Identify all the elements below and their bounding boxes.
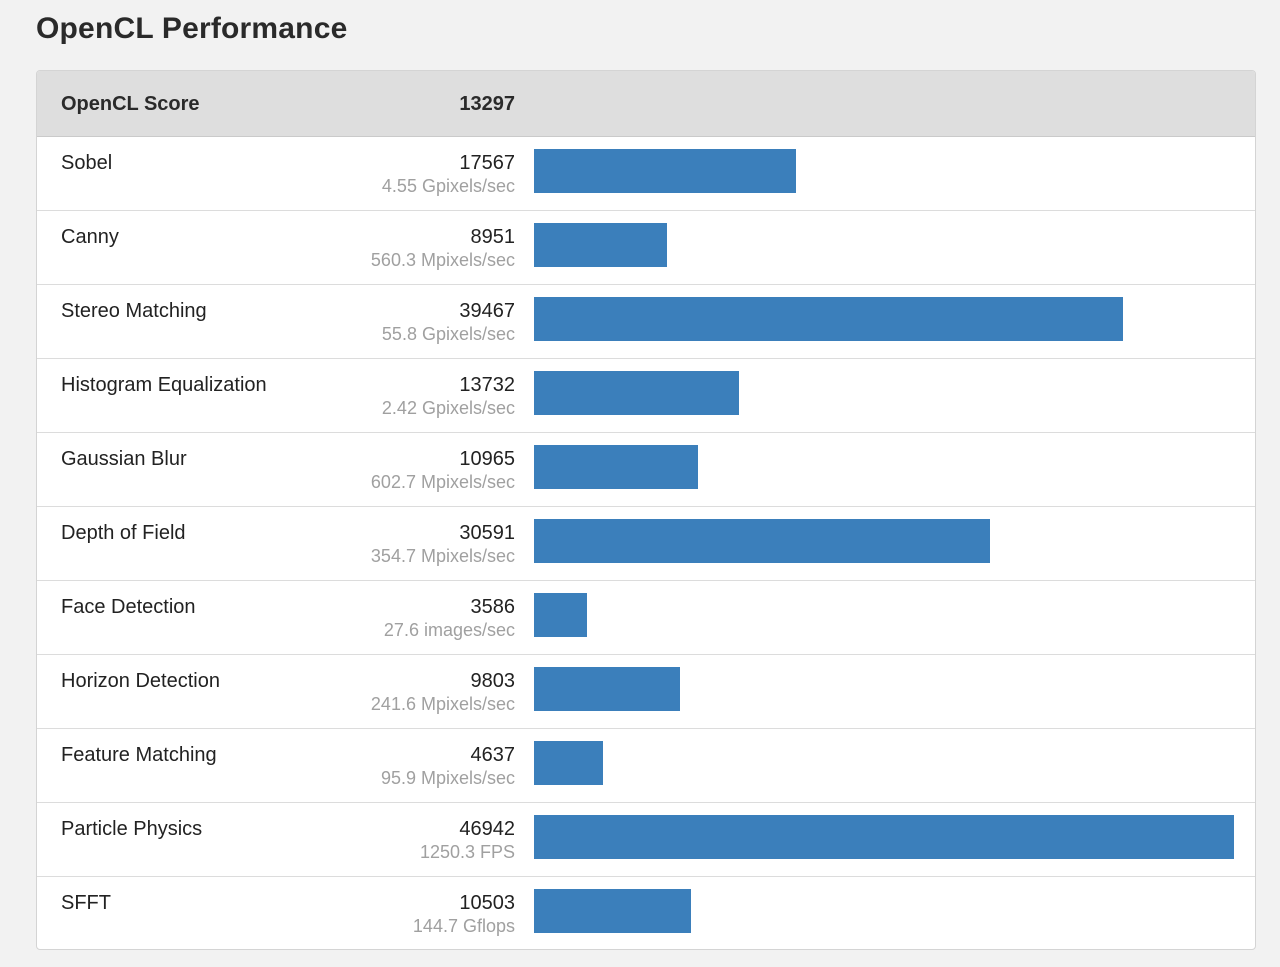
benchmark-row: Canny 8951 560.3 Mpixels/sec xyxy=(37,211,1255,285)
score-bar xyxy=(534,815,1234,859)
benchmark-score: 3586 xyxy=(470,596,516,618)
bar-track xyxy=(534,815,1234,859)
benchmark-score: 13732 xyxy=(459,374,515,396)
results-panel: OpenCL Score 13297 Sobel 17567 4.55 Gpixel… xyxy=(36,70,1256,950)
benchmark-throughput: 27.6 images/sec xyxy=(383,620,515,640)
score-bar xyxy=(534,445,698,489)
benchmark-name: Horizon Detection xyxy=(61,670,220,692)
benchmark-name: Histogram Equalization xyxy=(61,374,267,396)
score-bar xyxy=(534,667,680,711)
score-bar xyxy=(534,223,667,267)
bar-track xyxy=(534,371,1234,415)
benchmark-name: Feature Matching xyxy=(61,744,217,766)
benchmark-throughput: 560.3 Mpixels/sec xyxy=(370,250,515,270)
benchmark-row: Depth of Field 30591 354.7 Mpixels/sec xyxy=(37,507,1255,581)
score-header-row: OpenCL Score 13297 xyxy=(37,71,1255,137)
benchmark-name: Gaussian Blur xyxy=(61,448,187,470)
benchmark-score: 10503 xyxy=(459,892,515,914)
benchmark-throughput: 95.9 Mpixels/sec xyxy=(380,768,515,788)
benchmark-score: 9803 xyxy=(470,670,516,692)
benchmark-score: 39467 xyxy=(459,300,515,322)
score-bar xyxy=(534,149,796,193)
bar-track xyxy=(534,667,1234,711)
benchmark-row: Gaussian Blur 10965 602.7 Mpixels/sec xyxy=(37,433,1255,507)
benchmark-row: Sobel 17567 4.55 Gpixels/sec xyxy=(37,137,1255,211)
bar-track xyxy=(534,149,1234,193)
benchmark-name: Face Detection xyxy=(61,596,196,618)
bar-track xyxy=(534,297,1234,341)
benchmark-name: Sobel xyxy=(61,152,113,174)
benchmark-score: 17567 xyxy=(459,152,515,174)
bar-track xyxy=(534,223,1234,267)
benchmark-name: SFFT xyxy=(61,892,111,914)
bar-track xyxy=(534,741,1234,785)
score-bar xyxy=(534,371,739,415)
benchmark-name: Particle Physics xyxy=(61,818,203,840)
bar-track xyxy=(534,593,1234,637)
benchmark-row: Particle Physics 46942 1250.3 FPS xyxy=(37,803,1255,877)
benchmark-row: Horizon Detection 9803 241.6 Mpixels/sec xyxy=(37,655,1255,729)
benchmark-score: 46942 xyxy=(459,818,515,840)
benchmark-name: Stereo Matching xyxy=(61,300,207,322)
score-bar xyxy=(534,519,990,563)
overall-score-value: 13297 xyxy=(459,93,515,115)
benchmark-row: Feature Matching 4637 95.9 Mpixels/sec xyxy=(37,729,1255,803)
benchmark-score: 30591 xyxy=(459,522,515,544)
benchmark-score: 8951 xyxy=(470,226,516,248)
score-bar xyxy=(534,889,691,933)
benchmark-row: Stereo Matching 39467 55.8 Gpixels/sec xyxy=(37,285,1255,359)
benchmark-throughput: 4.55 Gpixels/sec xyxy=(381,176,515,196)
benchmark-name: Depth of Field xyxy=(61,522,186,544)
benchmark-throughput: 55.8 Gpixels/sec xyxy=(381,324,515,344)
benchmark-score: 10965 xyxy=(459,448,515,470)
benchmark-name: Canny xyxy=(61,226,119,248)
bar-track xyxy=(534,889,1234,933)
benchmark-rows: Sobel 17567 4.55 Gpixels/sec Canny 8951 560.3… xyxy=(37,137,1255,949)
bar-track xyxy=(534,445,1234,489)
benchmark-row: Face Detection 3586 27.6 images/sec xyxy=(37,581,1255,655)
overall-score-label: OpenCL Score xyxy=(61,93,200,115)
benchmark-score: 4637 xyxy=(470,744,516,766)
benchmark-throughput: 354.7 Mpixels/sec xyxy=(370,546,515,566)
benchmark-throughput: 2.42 Gpixels/sec xyxy=(381,398,515,418)
benchmark-throughput: 144.7 Gflops xyxy=(412,916,515,936)
benchmark-throughput: 241.6 Mpixels/sec xyxy=(370,694,515,714)
benchmark-row: SFFT 10503 144.7 Gflops xyxy=(37,877,1255,949)
benchmark-throughput: 1250.3 FPS xyxy=(419,842,515,862)
score-bar xyxy=(534,741,603,785)
benchmark-throughput: 602.7 Mpixels/sec xyxy=(370,472,515,492)
score-bar xyxy=(534,297,1123,341)
page-title: OpenCL Performance xyxy=(36,12,348,45)
score-bar xyxy=(534,593,587,637)
bar-track xyxy=(534,519,1234,563)
benchmark-row: Histogram Equalization 13732 2.42 Gpixels/… xyxy=(37,359,1255,433)
